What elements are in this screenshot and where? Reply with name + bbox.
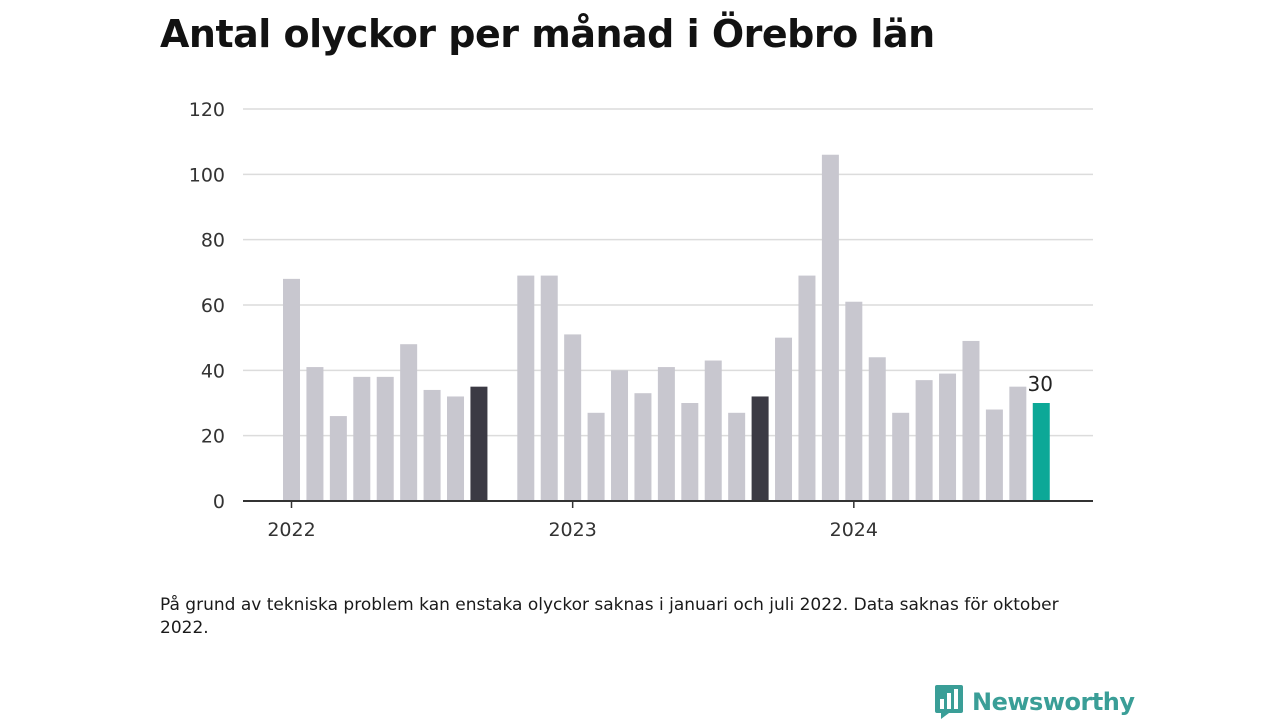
bar <box>517 275 535 501</box>
y-tick-label: 120 <box>189 99 225 121</box>
bar <box>798 275 816 501</box>
bar <box>704 360 722 501</box>
bar <box>821 154 839 501</box>
chart-footnote: På grund av tekniska problem kan enstaka… <box>160 595 1059 638</box>
x-tick-label: 2024 <box>830 519 878 541</box>
bar <box>985 409 1003 501</box>
y-tick-label: 20 <box>201 426 225 448</box>
bar <box>470 386 488 501</box>
bar <box>915 380 933 501</box>
bar <box>447 396 465 501</box>
bar <box>353 376 371 501</box>
brand-logo: Newsworthy <box>934 684 1135 720</box>
brand-name: Newsworthy <box>972 688 1135 716</box>
bar <box>564 334 582 501</box>
bar <box>868 357 886 501</box>
bar <box>634 393 652 501</box>
y-tick-label: 100 <box>189 164 225 186</box>
y-tick-label: 80 <box>201 230 225 252</box>
x-tick-label: 2023 <box>548 519 596 541</box>
bar <box>681 403 699 501</box>
bar <box>1032 403 1050 501</box>
bar <box>845 301 863 501</box>
bar <box>423 389 441 501</box>
bar <box>587 412 605 501</box>
bar <box>1009 386 1027 501</box>
y-tick-label: 60 <box>201 295 225 317</box>
bar <box>376 376 394 501</box>
bar <box>892 412 910 501</box>
y-tick-label: 40 <box>201 360 225 382</box>
bar <box>611 370 629 501</box>
bar <box>400 344 418 501</box>
bar <box>751 396 769 501</box>
bar <box>939 373 957 501</box>
bar <box>540 275 558 501</box>
x-tick-label: 2022 <box>267 519 315 541</box>
labels: 0 20 40 60 80 100 120 2022 2023 2024 30 <box>189 99 1053 541</box>
bar <box>657 367 675 501</box>
data-label: 30 <box>1028 372 1053 396</box>
bar-chart-speech-bubble-icon <box>935 685 963 719</box>
bar <box>306 367 324 501</box>
bars <box>283 154 1050 501</box>
bar <box>775 337 793 501</box>
axes <box>243 500 1093 508</box>
bar <box>962 340 980 501</box>
bar <box>329 416 347 501</box>
bar-chart: 0 20 40 60 80 100 120 2022 2023 2024 30 <box>189 99 1093 541</box>
y-tick-label: 0 <box>213 491 225 513</box>
chart-title: Antal olyckor per månad i Örebro län <box>160 12 935 56</box>
bar <box>728 412 746 501</box>
bar <box>283 278 300 501</box>
